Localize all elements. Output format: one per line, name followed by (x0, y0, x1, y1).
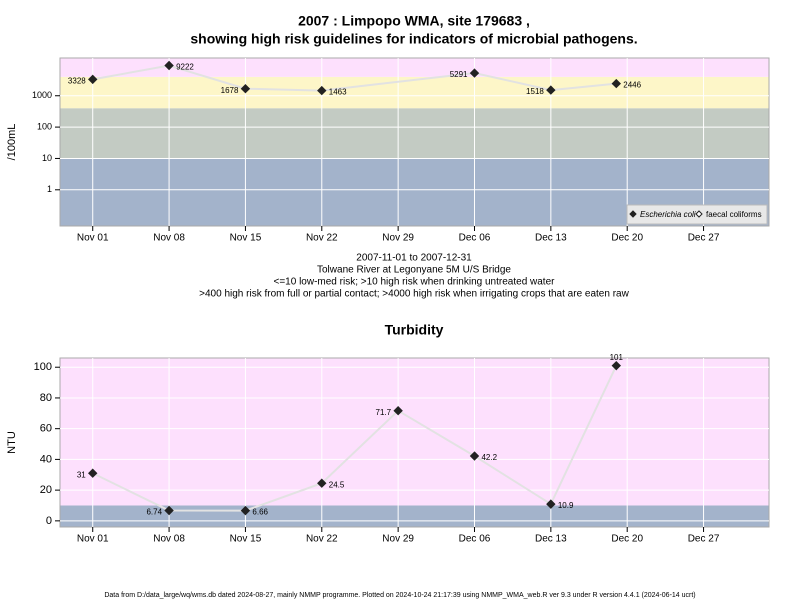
x-tick-label: Dec 27 (688, 233, 720, 244)
risk-band (60, 76, 769, 109)
data-label: 6.66 (252, 508, 268, 517)
legend-marker (695, 210, 703, 218)
x-tick-label: Nov 08 (153, 534, 185, 545)
x-tick-label: Dec 13 (535, 233, 567, 244)
y-tick-label: 1 (47, 184, 52, 194)
x-tick-label: Dec 20 (611, 233, 643, 244)
data-label: 1678 (221, 86, 239, 95)
data-label: 71.7 (376, 408, 392, 417)
x-tick-label: Nov 29 (382, 233, 414, 244)
legend-marker (629, 210, 637, 218)
chart-title: 2007 : Limpopo WMA, site 179683 , (298, 13, 530, 29)
x-tick-label: Nov 29 (382, 534, 414, 545)
data-point (88, 74, 98, 85)
chart-title: showing high risk guidelines for indicat… (190, 31, 637, 47)
data-point (317, 85, 327, 96)
data-point (240, 83, 251, 94)
data-label: 101 (610, 353, 624, 362)
plot-frame (59, 357, 770, 528)
x-tick-label: Nov 08 (153, 233, 185, 244)
data-point (164, 505, 174, 516)
data-label: 5291 (450, 70, 468, 79)
data-point (317, 478, 327, 488)
y-tick-label: 40 (40, 453, 52, 465)
data-label: 6.74 (146, 508, 162, 517)
y-tick-label: 0 (46, 515, 52, 527)
data-point (240, 505, 251, 516)
subtitle: 2007-11-01 to 2007-12-31 (356, 253, 472, 264)
risk-band (60, 108, 769, 159)
data-label: 31 (77, 470, 86, 479)
footer: Data from D:/data_large/wq/wms.db dated … (104, 592, 695, 599)
data-point (611, 78, 621, 89)
subtitle: >400 high risk from full or partial cont… (199, 289, 629, 300)
x-tick-label: Nov 15 (230, 233, 262, 244)
y-tick-label: 60 (40, 423, 52, 435)
y-axis-label: /100mL (6, 124, 18, 161)
x-tick-label: Nov 01 (77, 233, 109, 244)
x-tick-label: Dec 06 (459, 233, 491, 244)
data-label: 24.5 (329, 480, 345, 489)
data-point (469, 68, 480, 78)
data-line (92, 365, 618, 512)
data-point (469, 451, 480, 461)
subtitle: <=10 low-med risk; >10 high risk when dr… (274, 277, 556, 288)
x-tick-label: Dec 20 (611, 534, 643, 545)
y-tick-label: 100 (34, 361, 52, 373)
data-label: 10.9 (558, 501, 574, 510)
x-tick-label: Dec 13 (535, 534, 567, 545)
data-label: 9222 (176, 63, 194, 72)
chart-title: Turbidity (385, 322, 444, 338)
legend-label: Escherichia coli (640, 210, 696, 219)
y-tick-label: 80 (40, 392, 52, 404)
y-axis-label: NTU (6, 431, 18, 454)
data-point (393, 405, 403, 416)
data-point (546, 499, 556, 509)
data-label: 1463 (329, 88, 347, 97)
data-label: 3328 (68, 76, 86, 85)
data-point (611, 360, 621, 371)
x-tick-label: Nov 22 (306, 534, 338, 545)
x-tick-label: Dec 06 (459, 534, 491, 545)
y-tick-label: 10 (42, 153, 52, 163)
risk-band (60, 58, 769, 77)
plot-frame (59, 57, 770, 227)
data-label: 2446 (623, 81, 641, 90)
x-tick-label: Nov 01 (77, 534, 109, 545)
risk-band (60, 358, 769, 506)
y-tick-label: 20 (40, 484, 52, 496)
data-point (88, 468, 98, 478)
y-tick-label: 1000 (32, 90, 52, 100)
data-label: 1518 (526, 87, 544, 96)
data-point (546, 85, 556, 95)
x-tick-label: Nov 22 (306, 233, 338, 244)
x-tick-label: Dec 27 (688, 534, 720, 545)
x-tick-label: Nov 15 (230, 534, 262, 545)
y-tick-label: 100 (37, 121, 52, 131)
data-point (164, 60, 174, 71)
data-label: 42.2 (481, 453, 497, 462)
subtitle: Tolwane River at Legonyane 5M U/S Bridge (317, 265, 511, 276)
legend-label: faecal coliforms (706, 210, 762, 219)
